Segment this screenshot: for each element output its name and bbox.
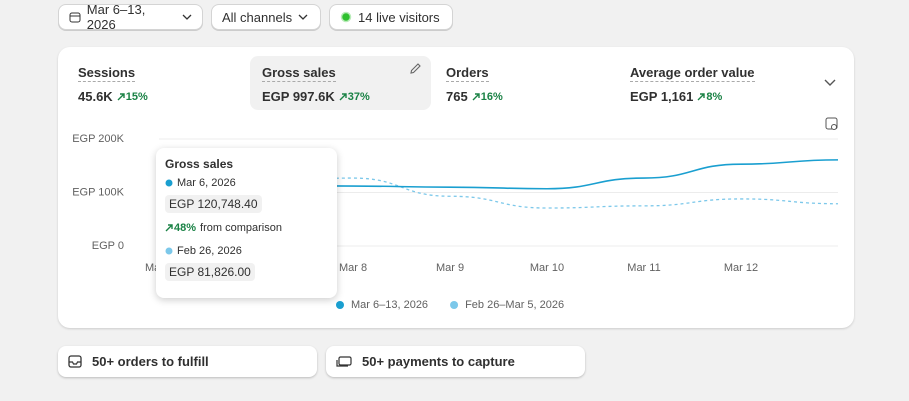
task-button[interactable]: 50+ payments to capture — [326, 346, 585, 377]
filter-label: Mar 6–13, 2026 — [86, 2, 146, 32]
up-arrow — [472, 92, 480, 100]
tooltip-change-text: from comparison — [200, 222, 282, 234]
x-tick-label: Mar 12 — [724, 262, 758, 274]
metric-tile[interactable]: Sessions 45.6K 15% — [66, 56, 247, 110]
metric-change-value: 15% — [125, 90, 148, 103]
metric-change: 16% — [472, 91, 503, 103]
series-line — [158, 177, 839, 209]
tooltip-change: 48% — [174, 222, 197, 234]
y-tick-label: EGP 100K — [72, 186, 124, 198]
metric-tile[interactable]: Gross sales EGP 997.6K 37% — [250, 56, 431, 110]
x-tick-label: Mar 9 — [436, 262, 464, 274]
tooltip-date: Mar 6, 2026 — [177, 177, 236, 189]
date-filter[interactable]: Mar 6–13, 2026 — [58, 2, 203, 32]
channel-filter[interactable]: All channels — [211, 4, 321, 30]
metric-row: 45.6K 15% — [78, 89, 235, 104]
metric-change: 8% — [697, 91, 722, 103]
metric-tile[interactable]: Orders 765 16% — [434, 56, 615, 110]
tooltip-value: EGP 81,826.00 — [165, 263, 255, 281]
task-label: 50+ orders to fulfill — [92, 354, 209, 369]
calendar-icon — [69, 12, 81, 23]
task-button[interactable]: 50+ orders to fulfill — [58, 346, 317, 377]
metric-label: Average order value — [630, 65, 755, 82]
collapse-chevron[interactable] — [824, 79, 836, 86]
up-arrow — [165, 224, 173, 232]
metric-value: EGP 997.6K — [262, 89, 335, 104]
metric-label: Gross sales — [262, 65, 336, 82]
legend-dot — [165, 247, 173, 255]
chevron — [182, 14, 192, 20]
explore-icon[interactable] — [825, 117, 838, 130]
metric-value: EGP 1,161 — [630, 89, 694, 104]
metric-label: Orders — [446, 65, 489, 82]
tooltip-date: Feb 26, 2026 — [177, 245, 242, 257]
live-dot — [340, 11, 352, 23]
metric-change-value: 8% — [706, 90, 723, 103]
up-arrow — [117, 92, 125, 100]
filter-label: All channels — [222, 9, 293, 25]
metric-change-value: 16% — [480, 90, 503, 103]
x-tick-label: Mar 8 — [339, 262, 367, 274]
metric-value: 45.6K — [78, 89, 113, 104]
legend-dot — [450, 301, 459, 309]
live-visitors[interactable]: 14 live visitors — [329, 4, 453, 30]
legend-label: Feb 26–Mar 5, 2026 — [465, 299, 564, 311]
metric-label: Sessions — [78, 65, 136, 82]
legend-dot — [336, 301, 344, 309]
tooltip: Gross sales Mar 6, 2026 EGP 120,748.40 4… — [156, 148, 337, 298]
tooltip-title: Gross sales — [165, 157, 234, 171]
x-tick-label: Mar 10 — [530, 262, 564, 274]
inbox-icon — [68, 355, 82, 368]
up-arrow — [697, 92, 706, 100]
metric-row: EGP 1,161 8% — [630, 89, 787, 104]
x-tick-label: Mar 11 — [627, 262, 660, 274]
filter-label: 14 live visitors — [358, 9, 440, 25]
metric-change-value: 37% — [347, 90, 370, 103]
edit-icon[interactable] — [408, 62, 422, 76]
y-tick-label: EGP 0 — [92, 240, 124, 252]
metric-row: EGP 997.6K 37% — [262, 89, 419, 104]
payment-icon — [336, 356, 352, 367]
metric-row: 765 16% — [446, 89, 603, 104]
legend-dot — [165, 179, 173, 187]
up-arrow — [339, 92, 347, 100]
legend-label: Mar 6–13, 2026 — [351, 299, 428, 311]
y-tick-label: EGP 200K — [72, 133, 124, 145]
metric-tile[interactable]: Average order value EGP 1,161 8% — [618, 56, 799, 110]
metric-change: 37% — [339, 91, 370, 103]
task-label: 50+ payments to capture — [362, 354, 515, 369]
tooltip-value: EGP 120,748.40 — [165, 195, 262, 213]
metric-value: 765 — [446, 89, 468, 104]
chevron — [298, 14, 308, 20]
metric-change: 15% — [117, 91, 148, 103]
